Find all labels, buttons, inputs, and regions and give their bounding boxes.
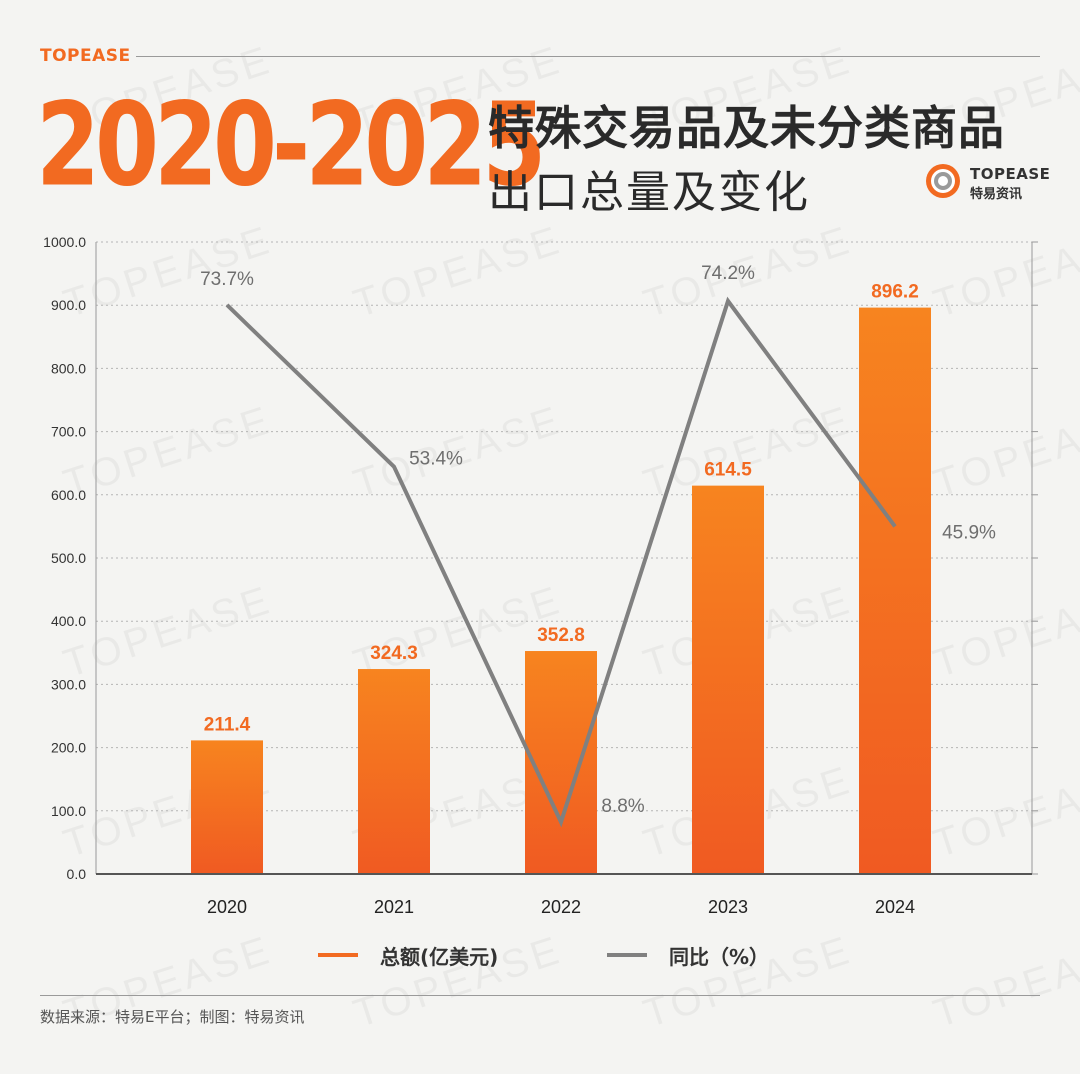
y-tick-label: 100.0 [51,803,86,819]
x-tick-label: 2020 [207,897,247,917]
x-tick-label: 2022 [541,897,581,917]
legend-bar: 总额(亿美元) [318,940,498,970]
bar-value-label: 352.8 [537,625,585,646]
x-tick-label: 2021 [374,897,414,917]
legend-bar-swatch [318,953,358,957]
y-tick-label: 800.0 [51,360,86,376]
y-tick-label: 500.0 [51,550,86,566]
year-range-title: 2020-2025 [36,78,546,212]
chart-title: 特殊交易品及未分类商品 [488,101,1005,155]
bar-value-label: 896.2 [871,282,919,303]
y-tick-label: 300.0 [51,676,86,692]
legend-line: 同比（%） [607,940,769,970]
bar-2021 [358,669,430,874]
logo-ring-icon [926,164,960,198]
bar-value-label: 211.4 [204,714,251,735]
legend-line-swatch [607,953,647,957]
source-note: 数据来源：特易E平台；制图：特易资讯 [40,1008,305,1026]
bar-line-chart: 0.0 100.0 200.0 300.0 400.0 500.0 600.0 700.0 80… [43,234,1038,917]
logo-text: TOPEASE [970,165,1051,183]
yoy-value-label: 74.2% [701,263,755,284]
x-tick-label: 2023 [708,897,748,917]
bar-value-label: 324.3 [370,643,418,664]
y-tick-label: 400.0 [51,613,86,629]
y-tick-label: 200.0 [51,740,86,756]
y-tick-label: 600.0 [51,487,86,503]
x-tick-label: 2024 [875,897,915,917]
y-tick-label: 1000.0 [43,234,86,250]
yoy-value-label: 73.7% [200,269,254,290]
legend-line-label: 同比（%） [669,944,770,969]
y-tick-label: 700.0 [51,424,86,440]
top-divider [136,56,1040,57]
bottom-divider [40,995,1040,996]
logo-subtext: 特易资讯 [970,187,1023,202]
legend-bar-label: 总额(亿美元) [380,944,499,969]
bar-2020 [191,740,263,874]
yoy-value-label: 53.4% [409,449,463,470]
yoy-value-label: 45.9% [942,522,996,543]
y-tick-label: 0.0 [67,866,87,882]
bar-2022 [525,651,597,874]
yoy-value-label: 8.8% [601,796,644,817]
bar-2024 [859,307,931,875]
topease-logo: TOPEASE 特易资讯 [924,162,1054,202]
watermark-text: TOPEASE [928,928,1080,1038]
bar-2023 [692,485,764,874]
brand-label: TOPEASE [40,46,131,66]
chart-subtitle: 出口总量及变化 [488,167,810,218]
bar-value-label: 614.5 [704,460,752,481]
y-tick-label: 900.0 [51,297,86,313]
